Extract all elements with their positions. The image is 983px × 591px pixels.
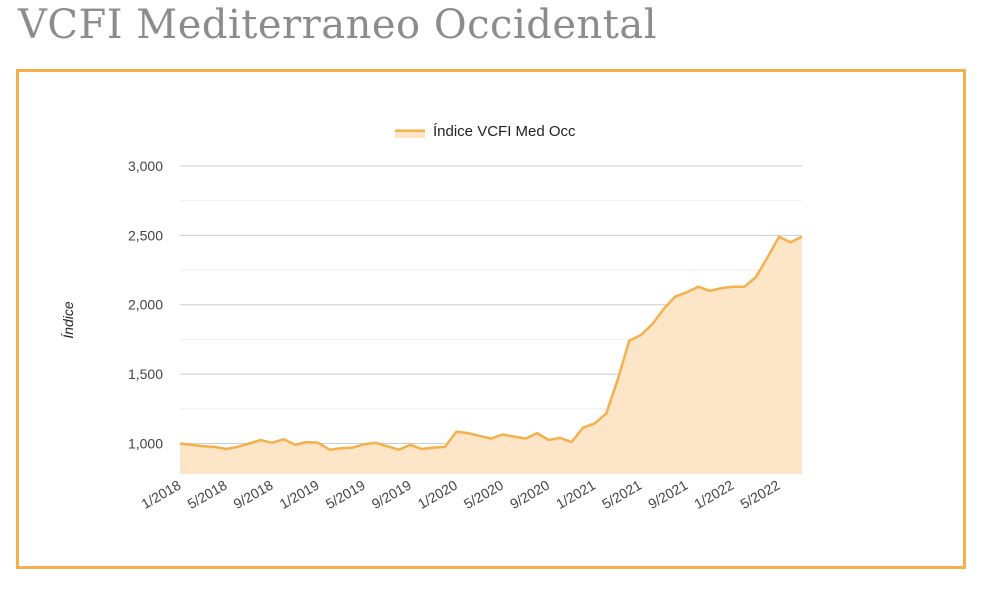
x-tick-label: 9/2018 xyxy=(231,477,276,512)
series-line xyxy=(179,235,803,451)
legend[interactable]: Índice VCFI Med Occ xyxy=(395,123,576,140)
x-tick-label: 9/2020 xyxy=(507,477,552,512)
y-axis-ticks: 1,000 1,500 2,000 2,500 3,000 xyxy=(128,158,163,451)
x-tick-label: 5/2019 xyxy=(323,477,368,512)
legend-swatch-fill xyxy=(395,132,425,138)
x-tick-label: 9/2019 xyxy=(369,477,414,512)
area-layer xyxy=(179,235,803,474)
y-tick-label: 3,000 xyxy=(128,158,163,174)
x-tick-label: 5/2021 xyxy=(599,477,644,512)
x-tick-label: 5/2022 xyxy=(737,477,782,512)
y-tick-label: 2,500 xyxy=(128,227,163,243)
y-tick-label: 1,000 xyxy=(128,435,163,451)
x-tick-label: 1/2019 xyxy=(277,477,322,512)
x-tick-label: 5/2020 xyxy=(461,477,506,512)
x-tick-label: 5/2018 xyxy=(184,477,229,512)
y-axis-label: Índice xyxy=(60,301,76,339)
x-axis-ticks: 1/2018 5/2018 9/2018 1/2019 5/2019 9/2019 1/20… xyxy=(138,477,782,512)
x-tick-label: 1/2020 xyxy=(415,477,460,512)
legend-label: Índice VCFI Med Occ xyxy=(433,123,576,140)
y-tick-label: 2,000 xyxy=(128,297,163,313)
page-title: VCFI Mediterraneo Occidental xyxy=(18,2,657,48)
y-tick-label: 1,500 xyxy=(128,366,163,382)
series-area-fill xyxy=(180,236,802,474)
x-tick-label: 9/2021 xyxy=(645,477,690,512)
x-tick-label: 1/2018 xyxy=(138,477,183,512)
x-tick-label: 1/2021 xyxy=(553,477,598,512)
x-tick-label: 1/2022 xyxy=(691,477,736,512)
chart-frame xyxy=(16,69,966,569)
